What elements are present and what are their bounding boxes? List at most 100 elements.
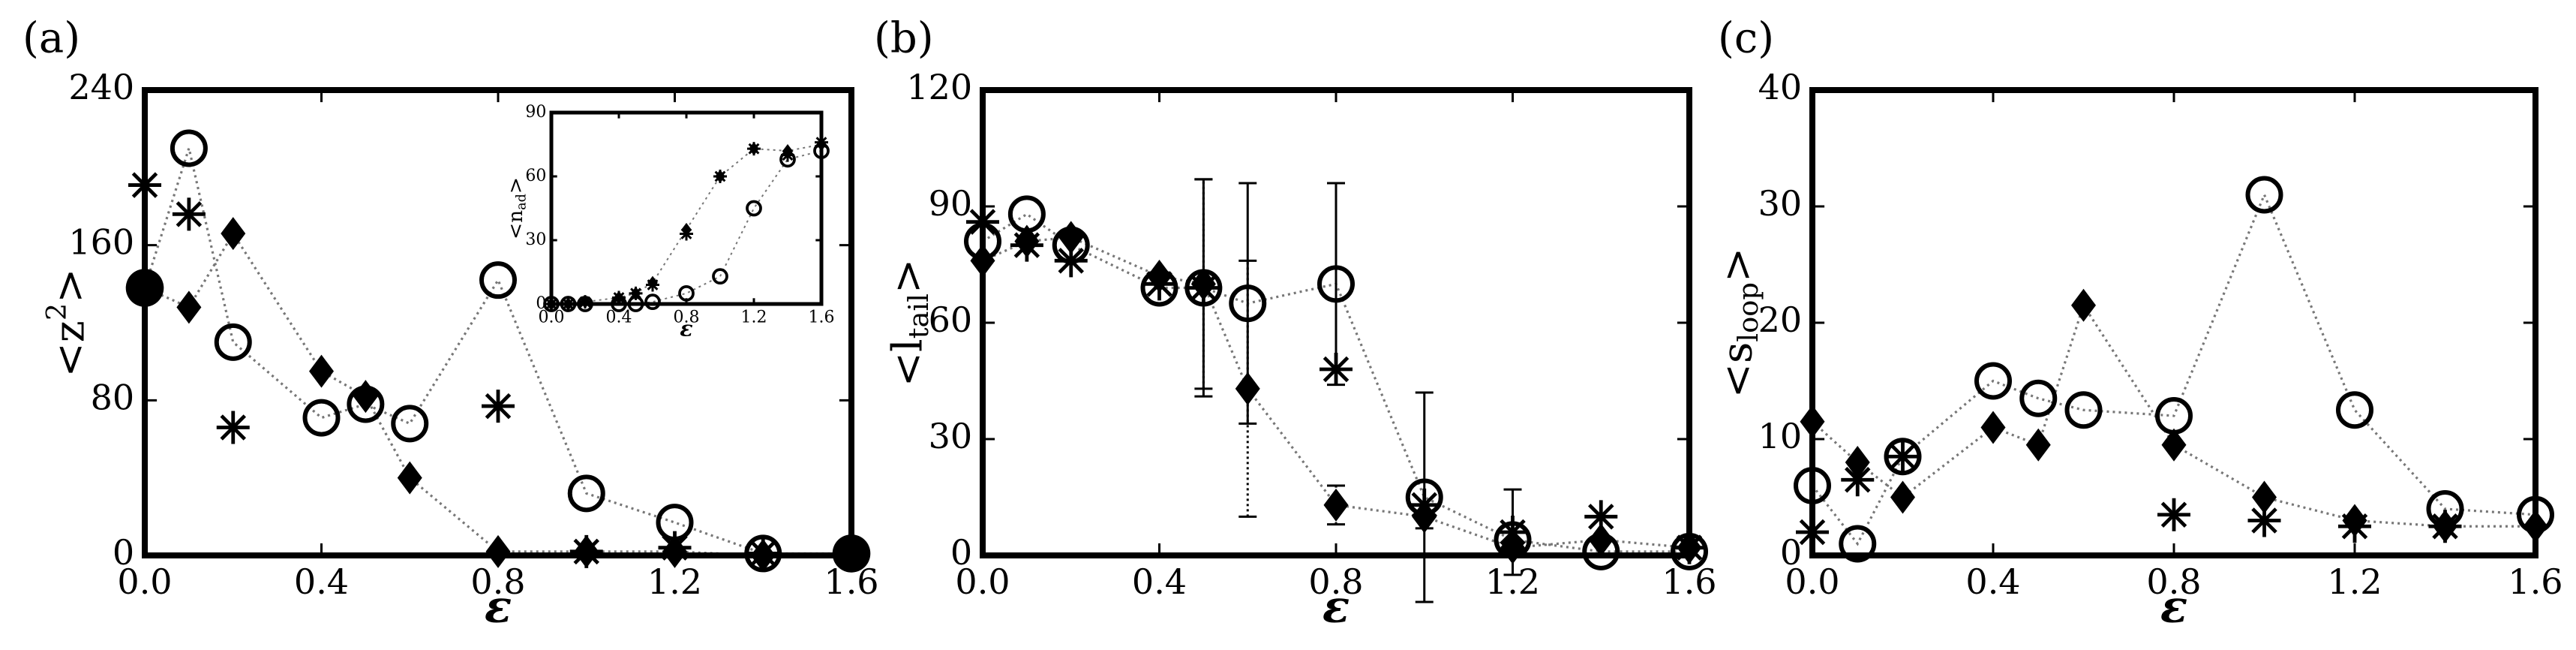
asterisk-stroke — [1890, 443, 1916, 470]
asterisk-marker — [2247, 504, 2281, 537]
asterisk-stroke — [1323, 356, 1350, 383]
y-axis-label-sup: 2 — [41, 303, 73, 320]
axes-frame — [980, 87, 1692, 558]
y-axis-label-sub: loop — [1732, 282, 1764, 342]
x-tick-label: 0.0 — [955, 561, 1010, 602]
y-tick-label: 0 — [950, 532, 972, 573]
asterisk-marker — [1010, 228, 1043, 262]
x-tick-label: 1.6 — [2508, 561, 2562, 602]
y-axis-label-text: <z — [46, 320, 94, 377]
asterisk-marker — [216, 411, 250, 444]
diamond-marker — [2071, 288, 2096, 322]
asterisk-stroke — [1146, 271, 1172, 297]
x-tick-label: 0.4 — [1132, 561, 1187, 602]
asterisk-stroke — [2251, 507, 2277, 534]
diamond-marker — [1323, 488, 1349, 522]
x-tick-label: 0.0 — [1785, 561, 1839, 602]
circle-marker — [1317, 265, 1355, 303]
asterisk-marker — [629, 286, 643, 300]
asterisk-marker — [1496, 516, 1530, 549]
diamond-marker — [1845, 446, 1870, 479]
y-axis-label-close: > — [1713, 248, 1761, 282]
diamond-marker — [1058, 221, 1084, 254]
y-axis-label-sub: tail — [902, 293, 935, 339]
y-axis-label-close: > — [504, 177, 527, 194]
diamond-marker — [1235, 372, 1260, 405]
y-axis-label: <nad> — [504, 177, 530, 239]
asterisk-marker — [1054, 244, 1088, 278]
asterisk-stroke — [1500, 519, 1526, 546]
y-axis-label-text: <l — [884, 339, 932, 387]
y-axis-label: <z2> — [41, 269, 94, 378]
series-line — [1811, 191, 2536, 546]
diamond-marker — [1890, 480, 1915, 514]
y-tick-label: 30 — [525, 230, 546, 249]
x-tick-label: 0.0 — [117, 561, 172, 602]
asterisk-stroke — [630, 287, 641, 299]
y-tick-label: 90 — [929, 183, 973, 224]
circle-marker — [391, 405, 429, 443]
asterisk-marker — [2338, 510, 2371, 543]
asterisk-stroke — [613, 292, 625, 303]
circle-marker — [678, 284, 695, 302]
y-axis-label-close: > — [46, 269, 94, 303]
asterisk-marker — [680, 227, 693, 241]
asterisk-stroke — [2160, 501, 2187, 528]
y-tick-label: 20 — [1758, 299, 1803, 340]
circle-marker — [1229, 284, 1267, 323]
y-axis-label-close: > — [884, 259, 932, 293]
asterisk-stroke — [748, 143, 760, 155]
x-tick-label: 0.8 — [470, 561, 525, 602]
circle-marker — [644, 293, 661, 311]
asterisk-marker — [482, 390, 515, 423]
diamond-marker — [176, 290, 202, 324]
diamond-marker — [221, 217, 246, 251]
x-tick-label: 0.4 — [294, 561, 349, 602]
diamond-marker — [1980, 411, 2006, 444]
asterisk-stroke — [1844, 466, 1871, 493]
diamond-marker — [485, 534, 511, 568]
asterisk-stroke — [2341, 513, 2368, 540]
asterisk-marker — [713, 170, 727, 183]
asterisk-stroke — [220, 414, 247, 441]
asterisk-stroke — [714, 170, 726, 182]
y-tick-label: 80 — [91, 377, 135, 417]
x-axis-label: ε — [485, 581, 512, 633]
asterisk-stroke — [485, 393, 512, 420]
y-tick-label: 240 — [68, 67, 134, 107]
circle-marker — [2019, 379, 2058, 417]
y-tick-label: 60 — [525, 167, 546, 185]
asterisk-stroke — [782, 149, 794, 161]
circle-marker — [214, 323, 252, 361]
diamond-marker — [2025, 428, 2051, 462]
circle-marker — [1974, 362, 2012, 400]
x-tick-label: 1.2 — [2327, 561, 2382, 602]
circle-marker — [1839, 525, 1877, 563]
asterisk-stroke — [2432, 513, 2458, 540]
diamond-marker — [353, 380, 378, 414]
asterisk-marker — [781, 148, 794, 162]
asterisk-stroke — [647, 279, 659, 290]
asterisk-marker — [1886, 440, 1920, 474]
asterisk-marker — [1841, 463, 1875, 497]
error-bar — [1194, 178, 1213, 390]
x-tick-label: 0.4 — [1965, 561, 2020, 602]
asterisk-marker — [2428, 510, 2462, 543]
asterisk-marker — [172, 197, 206, 231]
x-tick-label: 1.2 — [741, 308, 767, 327]
diamond-marker — [2161, 428, 2187, 462]
asterisk-marker — [646, 278, 659, 292]
asterisk-marker — [747, 142, 761, 156]
circle-marker — [302, 399, 341, 437]
circle-marker — [712, 268, 728, 285]
circle-marker — [2245, 176, 2283, 214]
asterisk-marker — [2157, 498, 2190, 531]
asterisk-marker — [1584, 500, 1618, 534]
asterisk-marker — [578, 295, 592, 309]
asterisk-marker — [569, 534, 603, 568]
